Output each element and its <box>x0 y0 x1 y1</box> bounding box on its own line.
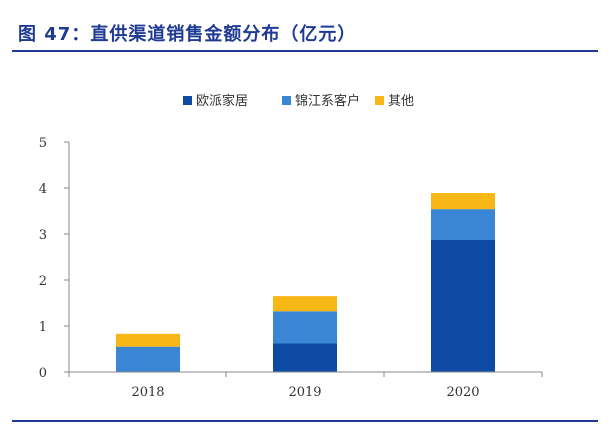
figure-title: 图 47：直供渠道销售金额分布（亿元） <box>18 24 357 45</box>
legend-swatch-1 <box>183 96 192 105</box>
legend-swatch-2 <box>282 96 291 105</box>
bar-2019-series-1 <box>273 343 337 372</box>
bar-2019-series-3 <box>273 296 337 312</box>
y-axis: 0 1 2 3 4 5 <box>39 136 70 381</box>
y-tick-label: 3 <box>39 228 47 243</box>
x-tick-label-2020: 2020 <box>446 385 479 400</box>
chart-legend: 欧派家居 锦江系客户 其他 <box>183 93 414 109</box>
y-tick-label: 2 <box>39 274 47 289</box>
legend-label-3: 其他 <box>388 94 414 109</box>
legend-label-2: 锦江系客户 <box>295 93 360 109</box>
legend-swatch-3 <box>375 96 384 105</box>
bar-2018-series-2 <box>116 346 180 372</box>
bar-2019-series-2 <box>273 311 337 344</box>
bar-2020-series-1 <box>431 239 495 372</box>
x-axis: 2018 2019 2020 <box>68 371 543 400</box>
y-tick-label: 5 <box>39 136 47 151</box>
bar-2020-series-2 <box>431 209 495 240</box>
y-tick-label: 4 <box>39 182 47 197</box>
bottom-divider <box>12 420 598 422</box>
bar-2020-series-3 <box>431 193 495 210</box>
legend-label-1: 欧派家居 <box>196 93 248 109</box>
bars-group <box>116 193 495 372</box>
x-tick-label-2018: 2018 <box>131 385 164 400</box>
y-tick-label: 0 <box>39 366 47 381</box>
x-tick-label-2019: 2019 <box>288 385 321 400</box>
title-divider <box>12 50 598 52</box>
bar-2018-series-3 <box>116 333 180 347</box>
y-tick-label: 1 <box>39 320 47 335</box>
